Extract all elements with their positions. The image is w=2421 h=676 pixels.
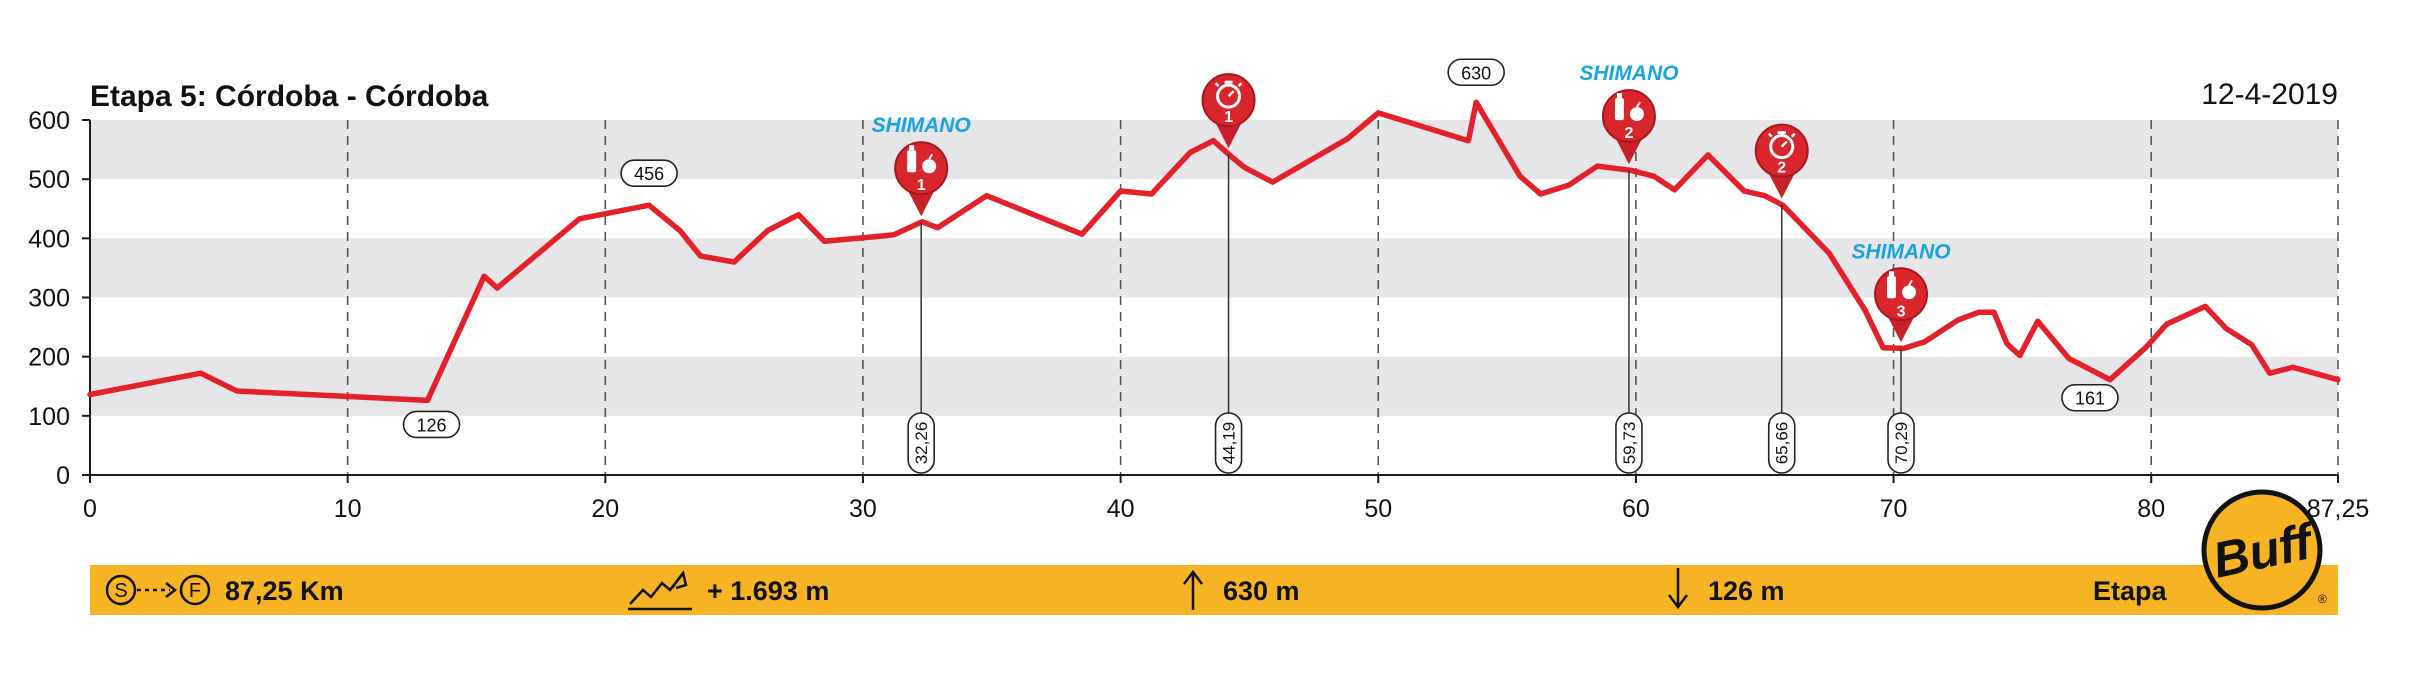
min-altitude-icon <box>1668 568 1688 610</box>
checkpoint-number: 1 <box>917 177 926 194</box>
y-tick-label: 100 <box>28 403 70 431</box>
km-label: 59,73 <box>1620 422 1639 465</box>
y-tick-label: 600 <box>28 107 70 135</box>
y-tick-label: 500 <box>28 166 70 194</box>
elevation-label: 456 <box>634 164 664 184</box>
stopwatch-icon <box>1214 80 1243 109</box>
max-altitude-value: 630 m <box>1223 576 1300 606</box>
km-label-pill <box>1887 412 1915 474</box>
elevation-label-pill <box>1447 58 1505 87</box>
elevation-label: 126 <box>416 415 446 435</box>
x-tick-label: 80 <box>2137 495 2165 523</box>
sponsor-logo: SHIMANO <box>872 114 971 137</box>
x-tick-label: 20 <box>591 495 619 523</box>
y-tick-label: 200 <box>28 344 70 372</box>
min-altitude-value: 126 m <box>1708 576 1785 606</box>
x-axis-ticks: 0 10 20 30 40 50 60 70 80 87,25 <box>83 475 2369 523</box>
stage-type-label: Etapa <box>2093 576 2168 606</box>
grid-band <box>90 238 2338 298</box>
elevation-label: 630 <box>1461 63 1491 83</box>
horizontal-bands <box>90 120 2338 416</box>
x-tick-label: 50 <box>1364 495 1392 523</box>
x-tick-label: 40 <box>1107 495 1135 523</box>
elevation-labels: 456 126 630 161 <box>402 58 2119 439</box>
elevation-label-pill <box>402 410 461 439</box>
stage-date: 12-4-2019 <box>2201 78 2338 111</box>
y-tick-label: 400 <box>28 225 70 253</box>
grid-band <box>90 120 2338 180</box>
x-tick-label: 60 <box>1622 495 1650 523</box>
km-label-pill <box>1767 412 1796 474</box>
x-tick-label: 30 <box>849 495 877 523</box>
svg-text:®: ® <box>2318 592 2327 606</box>
x-tick-label: 10 <box>334 495 362 523</box>
footer-bar: S F 87,25 Km + 1.693 m 630 m 126 m Etapa… <box>90 489 2338 615</box>
km-label: 44,19 <box>1220 422 1239 465</box>
checkpoint-number: 2 <box>1777 160 1786 177</box>
checkpoint-number: 1 <box>1224 109 1233 126</box>
svg-text:S: S <box>114 580 127 602</box>
y-axis-ticks: 0 100 200 300 400 500 600 <box>28 107 90 490</box>
checkpoint-markers: 1 SHIMANO 32,26 1 44,19 2 SHIMANO 59,73 2 65,66 3 S… <box>872 62 1951 474</box>
pin-head <box>1201 73 1256 128</box>
feed-station-icon <box>1887 271 1917 300</box>
x-tick-label: 0 <box>83 495 97 523</box>
x-tick-label: 70 <box>1880 495 1908 523</box>
feed-station-icon <box>907 145 937 174</box>
km-label-pill <box>1214 412 1243 474</box>
feed-station-icon <box>1614 93 1644 122</box>
max-altitude-icon <box>1183 569 1203 610</box>
km-label-pill <box>907 412 935 474</box>
elevation-label-pill <box>620 159 678 187</box>
stage-title: Etapa 5: Córdoba - Córdoba <box>90 80 489 113</box>
y-tick-label: 0 <box>56 462 70 490</box>
elevation-label-pill <box>2061 383 2119 412</box>
km-label-pill <box>1615 412 1643 474</box>
climb-value: + 1.693 m <box>707 576 829 606</box>
svg-text:F: F <box>189 580 201 602</box>
buff-logo: Buff ® <box>2201 489 2327 611</box>
sponsor-logo: SHIMANO <box>1579 62 1678 85</box>
km-label: 32,26 <box>912 422 931 465</box>
checkpoint-number: 2 <box>1624 125 1633 142</box>
start-finish-icon: S F <box>105 574 211 606</box>
km-label: 65,66 <box>1773 422 1792 465</box>
pin-head <box>1754 123 1809 178</box>
grid-band <box>90 356 2338 416</box>
sponsor-logo: SHIMANO <box>1851 240 1950 263</box>
x-tick-label: 87,25 <box>2307 495 2370 523</box>
y-tick-label: 300 <box>28 285 70 313</box>
elevation-line <box>87 99 2341 404</box>
climb-icon <box>628 570 692 611</box>
footer-background <box>90 565 2338 615</box>
checkpoint-number: 3 <box>1897 303 1906 320</box>
elevation-label: 161 <box>2075 389 2105 409</box>
km-label: 70,29 <box>1892 422 1911 465</box>
stopwatch-icon <box>1767 131 1796 160</box>
distance-value: 87,25 Km <box>225 576 344 606</box>
